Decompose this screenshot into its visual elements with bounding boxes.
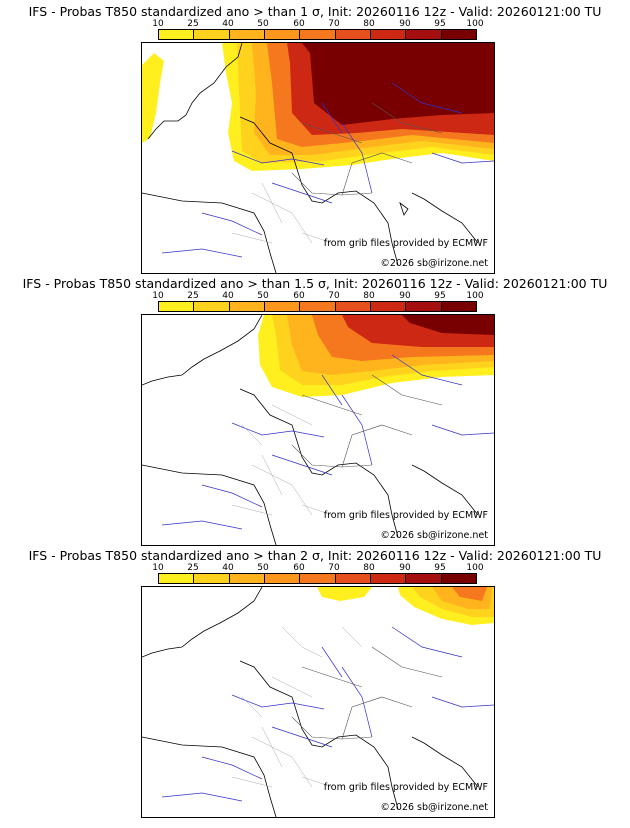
scale-swatch [159,574,195,583]
scale-label: 10 [152,19,164,29]
scale-label: 80 [363,563,375,573]
scale-swatch [335,302,371,311]
scale-swatch [441,30,476,39]
scale-label: 40 [222,291,234,301]
scale-swatch [370,574,407,583]
color-scale-bar [158,29,477,40]
prob-area-coast [142,53,164,143]
admin-lines [231,182,333,244]
coastline [142,43,479,273]
scale-label: 40 [222,563,234,573]
prob-area-95 [302,43,494,125]
scale-swatch [264,574,301,583]
scale-swatch [300,574,336,583]
scale-label: 95 [434,563,446,573]
copyright-credit: ©2026 sb@irizone.net [380,258,488,269]
color-scale-bar [158,573,477,584]
rivers [161,82,494,258]
map-canvas [142,315,494,545]
borders [291,102,443,196]
scale-swatch [159,30,195,39]
scale-label: 70 [328,563,340,573]
rivers [161,354,494,530]
map-panel-1: IFS - Probas T850 standardized ano > tha… [0,4,630,280]
probability-map: from grib files provided by ECMWF ©2026 … [141,314,495,546]
scale-swatch [300,302,336,311]
scale-label: 80 [363,291,375,301]
rivers [161,626,494,802]
scale-swatch [264,302,301,311]
scale-label: 70 [328,291,340,301]
prob-area-10 [317,587,372,601]
scale-swatch [370,30,407,39]
scale-swatch [194,574,230,583]
coastline [142,587,479,817]
scale-label: 70 [328,19,340,29]
scale-swatch [229,574,265,583]
scale-label: 100 [466,291,484,301]
scale-label: 25 [187,291,199,301]
scale-label: 10 [152,291,164,301]
prob-area-95 [402,315,494,335]
scale-label: 50 [257,563,269,573]
source-credit: from grib files provided by ECMWF [323,510,488,521]
scale-swatch [229,30,265,39]
scale-label: 90 [399,19,411,29]
scale-label: 10 [152,563,164,573]
scale-label: 60 [293,291,305,301]
scale-swatch [441,574,476,583]
scale-label: 50 [257,19,269,29]
probability-map: from grib files provided by ECMWF ©2026 … [141,586,495,818]
source-credit: from grib files provided by ECMWF [323,782,488,793]
scale-swatch [370,302,407,311]
color-scale-labels: 10 25 40 50 60 70 80 90 95 100 [141,19,491,30]
panel-title: IFS - Probas T850 standardized ano > tha… [28,4,602,19]
scale-swatch [335,30,371,39]
copyright-credit: ©2026 sb@irizone.net [380,802,488,813]
panel-title: IFS - Probas T850 standardized ano > tha… [22,276,608,291]
admin-lines [231,404,333,516]
scale-swatch [194,30,230,39]
panel-title: IFS - Probas T850 standardized ano > tha… [28,548,602,563]
scale-swatch [406,302,442,311]
scale-label: 40 [222,19,234,29]
scale-swatch [264,30,301,39]
map-canvas [142,43,494,273]
color-scale-bar [158,301,477,312]
scale-label: 100 [466,563,484,573]
source-credit: from grib files provided by ECMWF [323,238,488,249]
probability-map: from grib files provided by ECMWF ©2026 … [141,42,495,274]
scale-swatch [229,302,265,311]
scale-swatch [194,302,230,311]
copyright-credit: ©2026 sb@irizone.net [380,530,488,541]
scale-swatch [406,30,442,39]
map-panel-3: IFS - Probas T850 standardized ano > tha… [0,548,630,824]
scale-swatch [335,574,371,583]
color-scale-labels: 10 25 40 50 60 70 80 90 95 100 [141,563,491,574]
scale-label: 95 [434,19,446,29]
scale-label: 100 [466,19,484,29]
admin-lines [231,626,363,788]
scale-label: 90 [399,291,411,301]
scale-swatch [159,302,195,311]
borders [291,646,443,740]
scale-label: 25 [187,19,199,29]
prob-area-60 [452,587,487,601]
scale-swatch [441,302,476,311]
scale-label: 60 [293,19,305,29]
coastline [142,315,479,545]
scale-label: 95 [434,291,446,301]
color-scale-labels: 10 25 40 50 60 70 80 90 95 100 [141,291,491,302]
borders [291,374,443,468]
scale-label: 80 [363,19,375,29]
scale-swatch [300,30,336,39]
scale-label: 90 [399,563,411,573]
scale-swatch [406,574,442,583]
map-panel-2: IFS - Probas T850 standardized ano > tha… [0,276,630,552]
scale-label: 50 [257,291,269,301]
scale-label: 25 [187,563,199,573]
map-canvas [142,587,494,817]
scale-label: 60 [293,563,305,573]
